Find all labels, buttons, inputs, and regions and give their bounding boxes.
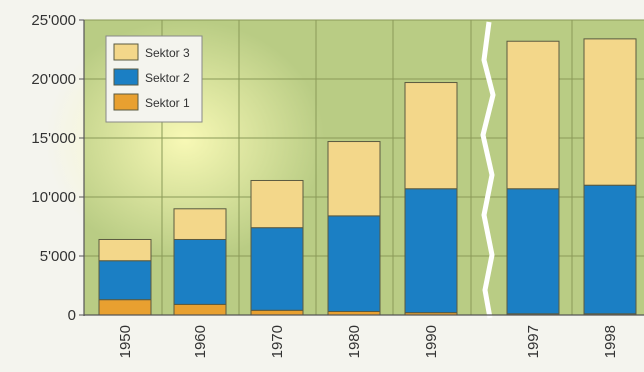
- bar-segment: [250, 309, 304, 316]
- y-ticks: 0 5'000 10'000 15'000 20'000 25'000: [31, 12, 84, 324]
- bar-segment: [98, 238, 152, 262]
- bars: [98, 38, 637, 316]
- bar-segment: [506, 188, 560, 315]
- legend-label: Sektor 3: [145, 46, 190, 60]
- x-tick-label: 1980: [346, 325, 363, 358]
- y-tick-label: 25'000: [31, 12, 76, 29]
- x-tick-label: 1997: [525, 325, 542, 358]
- bar-segment: [404, 82, 458, 190]
- y-tick-label: 5'000: [40, 248, 76, 265]
- bar-segment: [583, 184, 637, 315]
- x-tick-label: 1950: [117, 325, 134, 358]
- bar-segment: [404, 188, 458, 314]
- bar-segment: [327, 215, 381, 312]
- bar-segment: [506, 40, 560, 190]
- legend: Sektor 3 Sektor 2 Sektor 1: [105, 35, 203, 123]
- legend-label: Sektor 2: [145, 71, 190, 85]
- x-tick-label: 1970: [269, 325, 286, 358]
- bar-segment: [173, 208, 227, 240]
- legend-swatch: [113, 68, 139, 86]
- bar-segment: [583, 38, 637, 186]
- bar-segment: [173, 238, 227, 305]
- legend-items: Sektor 3 Sektor 2 Sektor 1: [113, 43, 190, 111]
- bar-segment: [98, 260, 152, 301]
- bar-segment: [327, 141, 381, 217]
- bar-segment: [173, 303, 227, 316]
- bar-segment: [250, 227, 304, 311]
- y-tick-label: 0: [68, 307, 76, 324]
- legend-label: Sektor 1: [145, 96, 190, 110]
- bar-segment: [250, 179, 304, 229]
- axes: [83, 20, 644, 316]
- y-tick-label: 15'000: [31, 130, 76, 147]
- x-tick-label: 1960: [192, 325, 209, 358]
- legend-swatch: [113, 43, 139, 61]
- x-tick-label: 1998: [602, 325, 619, 358]
- bar-segment: [98, 299, 152, 316]
- axis-break: [480, 21, 496, 319]
- x-tick-label: 1990: [423, 325, 440, 358]
- x-ticks: 1950 1960 1970 1980 1990 1997 1998: [117, 325, 619, 358]
- legend-swatch: [113, 93, 139, 111]
- y-tick-label: 10'000: [31, 189, 76, 206]
- y-tick-label: 20'000: [31, 71, 76, 88]
